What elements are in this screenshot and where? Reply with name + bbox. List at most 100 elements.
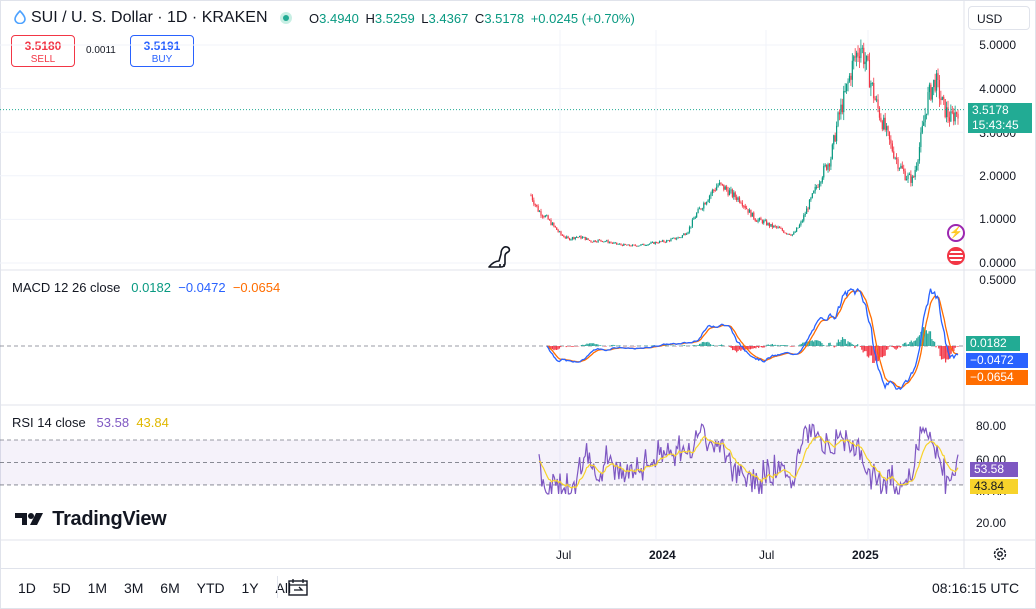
tradingview-logo-text: TradingView <box>52 508 167 530</box>
candle-body <box>563 235 565 238</box>
macd-histogram-bar <box>898 346 900 347</box>
candle-body <box>716 186 718 191</box>
candle-body <box>594 240 596 242</box>
macd-histogram-bar <box>558 346 560 349</box>
candle-body <box>697 208 699 214</box>
macd-histogram-bar <box>704 342 706 346</box>
candle-body <box>736 197 738 200</box>
symbol-title[interactable]: SUI / U. S. Dollar · 1D · KRAKEN <box>31 9 268 26</box>
candle-body <box>551 222 554 226</box>
macd-histogram-bar <box>645 345 647 346</box>
macd-histogram-bar <box>857 344 859 346</box>
timeframe-6m[interactable]: 6M <box>160 580 180 596</box>
macd-histogram-bar <box>945 346 947 363</box>
timeframe-divider <box>277 576 278 598</box>
macd-histogram-bar <box>896 346 899 349</box>
macd-histogram-bar <box>708 342 710 346</box>
rsi-title[interactable]: RSI 14 close <box>12 415 86 430</box>
sell-button[interactable]: 3.5180 SELL <box>11 35 75 67</box>
macd-histogram-bar <box>587 343 589 346</box>
macd-histogram-bar <box>553 346 555 351</box>
candle-body <box>578 236 581 238</box>
macd-title[interactable]: MACD 12 26 close <box>12 280 121 295</box>
candle-body <box>780 228 782 229</box>
macd-histogram-bar <box>862 346 864 353</box>
timeframe-5d[interactable]: 5D <box>52 580 71 596</box>
candle-body <box>868 59 871 88</box>
candle-body <box>875 99 878 101</box>
candle-body <box>708 195 711 201</box>
macd-histogram-bar <box>701 342 703 346</box>
candle-body <box>773 225 775 228</box>
macd-histogram-bar <box>762 346 764 348</box>
candle-body <box>586 238 588 240</box>
macd-histogram-bar <box>569 346 571 347</box>
candle-body <box>616 242 618 245</box>
candle-body <box>634 244 636 246</box>
candle-body <box>870 83 872 88</box>
macd-histogram-bar <box>942 346 944 360</box>
candle-body <box>907 174 909 179</box>
macd-histogram-bar <box>815 340 818 346</box>
candle-body <box>546 215 548 217</box>
open-value: 3.4940 <box>319 11 359 26</box>
timeframe-1d[interactable]: 1D <box>18 580 36 596</box>
candle-body <box>670 239 672 242</box>
candle-body <box>567 236 569 239</box>
macd-histogram-bar <box>854 346 856 349</box>
timeframe-1m[interactable]: 1M <box>87 580 108 596</box>
macd-histogram-bar <box>557 346 559 350</box>
candle-body <box>688 227 691 233</box>
timeframe-all[interactable]: All <box>275 580 292 596</box>
candle-body <box>883 117 885 130</box>
candle-body <box>647 244 649 246</box>
candle-body <box>954 112 956 122</box>
date-range-calendar-icon[interactable] <box>288 578 308 596</box>
macd-histogram-bar <box>910 340 912 346</box>
candle-body <box>724 186 726 190</box>
macd-histogram-bar <box>909 342 911 346</box>
macd-histogram-bar <box>683 345 686 346</box>
candle-body <box>830 158 832 167</box>
candle-body <box>858 56 861 59</box>
macd-histogram-bar <box>949 346 951 359</box>
macd-histogram-bar <box>711 345 713 346</box>
macd-signal-badge: −0.0472 <box>966 353 1028 368</box>
flag-icon[interactable] <box>947 247 965 265</box>
sell-price: 3.5180 <box>24 39 62 53</box>
candle-body <box>573 237 575 239</box>
timeframe-ytd[interactable]: YTD <box>196 580 225 596</box>
candle-body <box>937 73 939 80</box>
candle-body <box>541 215 544 217</box>
macd-histogram-bar <box>806 341 808 346</box>
candle-body <box>760 218 762 221</box>
sui-coin-icon <box>14 10 26 24</box>
timeframe-1y[interactable]: 1Y <box>241 580 259 596</box>
candle-body <box>726 186 728 190</box>
buy-button[interactable]: 3.5191 BUY <box>130 35 194 67</box>
candle-body <box>564 237 566 238</box>
candle-body <box>915 166 918 170</box>
macd-histogram-bar <box>705 342 708 346</box>
lightning-icon[interactable]: ⚡ <box>947 224 965 242</box>
macd-histogram-bar <box>876 346 878 363</box>
macd-histogram-bar <box>771 343 774 346</box>
currency-selector[interactable]: USD <box>968 6 1030 30</box>
macd-histogram-bar <box>888 346 890 347</box>
macd-histogram-bar <box>755 346 757 349</box>
settings-gear-icon[interactable] <box>992 546 1008 562</box>
candle-body <box>627 244 629 246</box>
candle-body <box>834 135 836 142</box>
utc-clock[interactable]: 08:16:15 UTC <box>932 580 1020 596</box>
macd-histogram-bar <box>672 345 675 346</box>
candle-body <box>744 205 746 209</box>
candle-body <box>574 237 576 239</box>
candle-body <box>777 227 779 228</box>
candle-body <box>854 56 856 58</box>
macd-histogram-bar <box>925 330 927 346</box>
macd-axis-tick: 0.5000 <box>979 273 1016 287</box>
candle-body <box>680 237 682 239</box>
timeframe-3m[interactable]: 3M <box>123 580 144 596</box>
macd-histogram-bar <box>589 343 591 346</box>
